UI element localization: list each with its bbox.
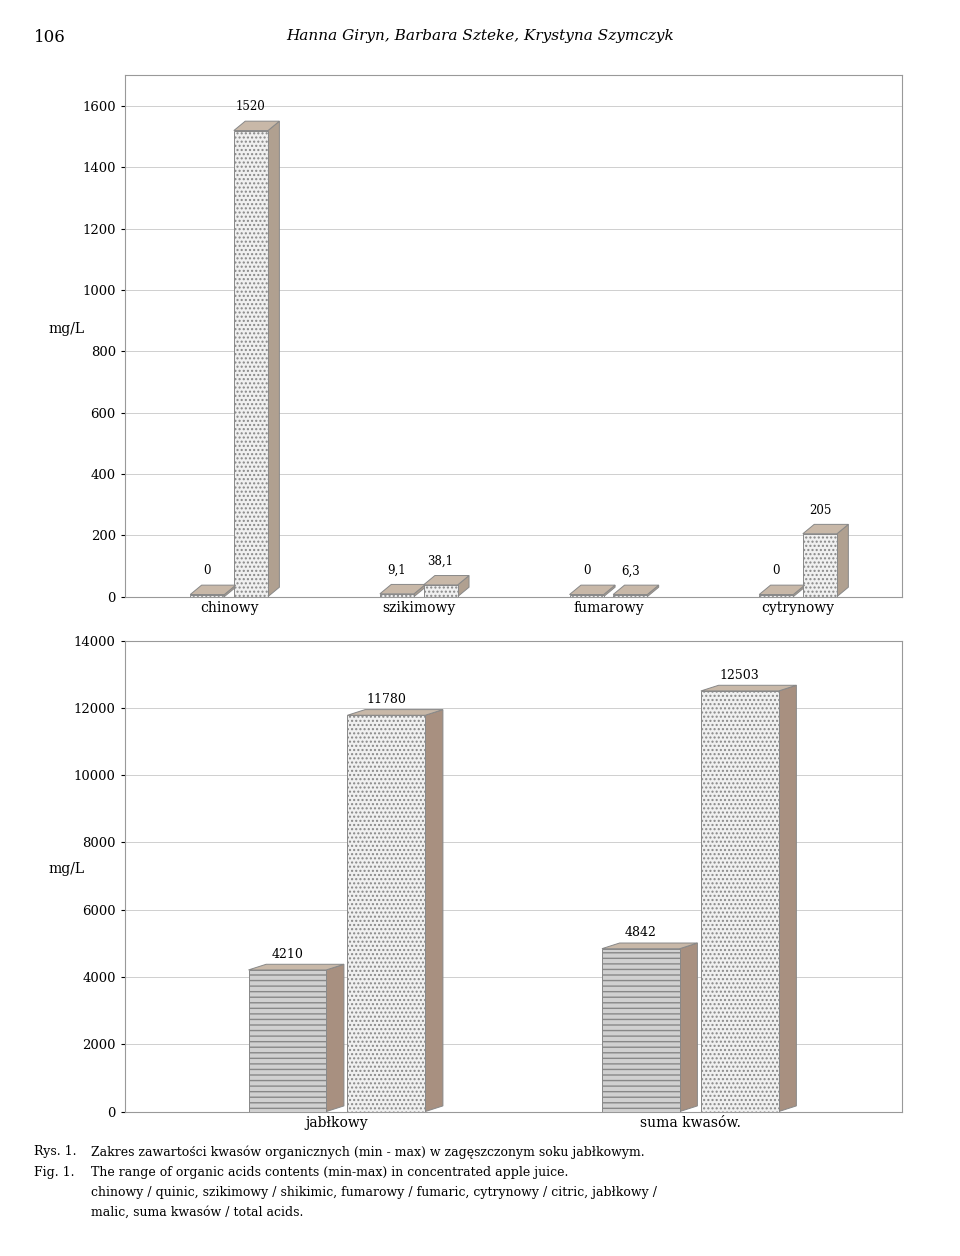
Polygon shape xyxy=(779,686,797,1112)
Bar xyxy=(380,594,414,597)
Text: 0: 0 xyxy=(583,564,590,578)
Text: Rys. 1.: Rys. 1. xyxy=(34,1145,76,1158)
Text: 0: 0 xyxy=(773,564,780,578)
Polygon shape xyxy=(249,965,344,970)
Text: 205: 205 xyxy=(808,504,831,516)
Bar xyxy=(613,594,647,597)
Text: 1520: 1520 xyxy=(236,100,266,113)
Text: chinowy / quinic, szikimowy / shikimic, fumarowy / fumaric, cytrynowy / citric, : chinowy / quinic, szikimowy / shikimic, … xyxy=(91,1186,658,1198)
Polygon shape xyxy=(268,121,279,597)
Bar xyxy=(234,131,268,597)
Polygon shape xyxy=(326,965,344,1112)
Polygon shape xyxy=(759,585,804,594)
Text: 38,1: 38,1 xyxy=(427,555,453,568)
Bar xyxy=(602,948,680,1112)
Polygon shape xyxy=(602,943,697,948)
Polygon shape xyxy=(190,585,236,594)
Text: Zakres zawartości kwasów organicznych (min - max) w zagęszczonym soku jabłkowym.: Zakres zawartości kwasów organicznych (m… xyxy=(91,1145,645,1159)
Text: 12503: 12503 xyxy=(720,668,759,682)
Bar xyxy=(249,970,326,1112)
Polygon shape xyxy=(414,584,425,597)
Polygon shape xyxy=(680,943,697,1112)
Text: 106: 106 xyxy=(34,29,65,46)
Polygon shape xyxy=(569,585,615,594)
Text: Fig. 1.: Fig. 1. xyxy=(34,1166,74,1178)
Polygon shape xyxy=(701,686,797,691)
Polygon shape xyxy=(423,575,469,585)
Polygon shape xyxy=(458,575,469,597)
Text: 9,1: 9,1 xyxy=(388,564,406,577)
Polygon shape xyxy=(380,584,425,594)
Text: Hanna Giryn, Barbara Szteke, Krystyna Szymczyk: Hanna Giryn, Barbara Szteke, Krystyna Sz… xyxy=(286,29,674,43)
Y-axis label: mg/L: mg/L xyxy=(48,862,84,877)
Polygon shape xyxy=(613,585,659,594)
Polygon shape xyxy=(604,585,615,597)
Polygon shape xyxy=(647,585,659,597)
Polygon shape xyxy=(803,524,849,534)
Polygon shape xyxy=(837,524,849,597)
Polygon shape xyxy=(225,585,236,597)
Text: 11780: 11780 xyxy=(367,693,406,706)
Bar xyxy=(701,691,779,1112)
Bar xyxy=(803,534,837,597)
Text: malic, suma kwasów / total acids.: malic, suma kwasów / total acids. xyxy=(91,1206,303,1218)
Bar xyxy=(423,585,458,597)
Polygon shape xyxy=(234,121,279,131)
Y-axis label: mg/L: mg/L xyxy=(48,322,84,335)
Text: 6,3: 6,3 xyxy=(621,564,639,578)
Text: The range of organic acids contents (min-max) in concentrated apple juice.: The range of organic acids contents (min… xyxy=(91,1166,568,1178)
Text: 0: 0 xyxy=(204,564,211,578)
Bar xyxy=(190,594,225,597)
Bar xyxy=(569,594,604,597)
Polygon shape xyxy=(425,710,443,1112)
Polygon shape xyxy=(793,585,804,597)
Bar xyxy=(348,715,425,1112)
Polygon shape xyxy=(348,710,443,715)
Text: 4842: 4842 xyxy=(625,926,657,939)
Bar xyxy=(759,594,793,597)
Text: 4210: 4210 xyxy=(272,947,303,961)
